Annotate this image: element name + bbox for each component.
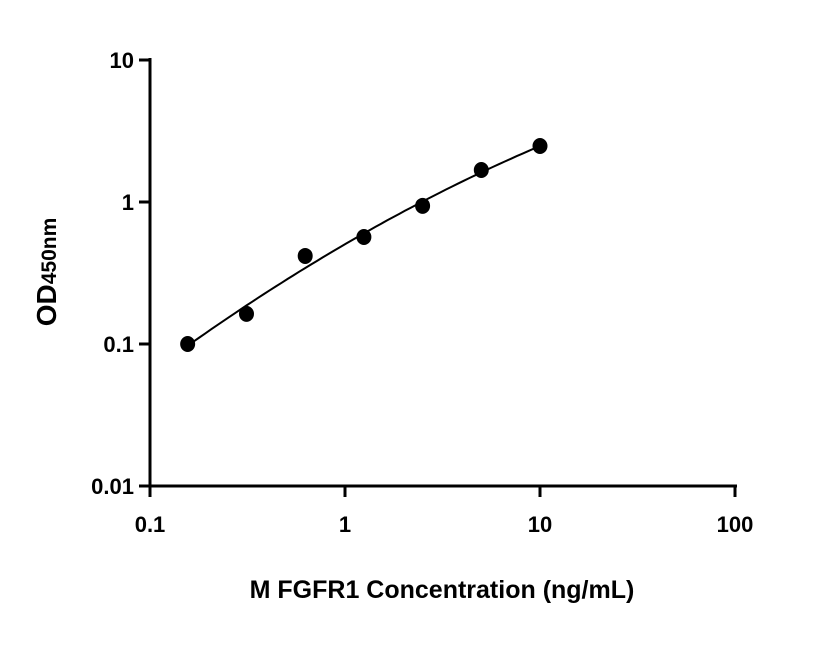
y-axis-label: OD450nm xyxy=(31,218,62,327)
y-axis-label-main: OD xyxy=(31,284,62,326)
y-tick-label: 1 xyxy=(122,190,134,215)
data-points xyxy=(180,137,548,352)
y-tick-label: 0.01 xyxy=(91,474,134,499)
x-tick-label: 100 xyxy=(717,512,754,537)
y-ticks: 0.01 0.1 1 10 xyxy=(91,48,150,499)
data-point xyxy=(180,336,196,352)
y-tick-label: 10 xyxy=(110,48,134,73)
data-point xyxy=(356,228,372,245)
data-point xyxy=(297,247,313,264)
data-point xyxy=(473,162,489,179)
x-tick-label: 0.1 xyxy=(135,512,166,537)
x-tick-label: 1 xyxy=(339,512,351,537)
x-axis-label: M FGFR1 Concentration (ng/mL) xyxy=(250,576,635,604)
data-point xyxy=(415,197,431,214)
data-point xyxy=(532,137,548,154)
y-axis-label-sub: 450nm xyxy=(38,218,61,285)
x-ticks: 0.1 1 10 100 xyxy=(135,486,754,537)
data-point xyxy=(238,305,254,322)
x-tick-label: 10 xyxy=(528,512,552,537)
y-tick-label: 0.1 xyxy=(103,332,134,357)
